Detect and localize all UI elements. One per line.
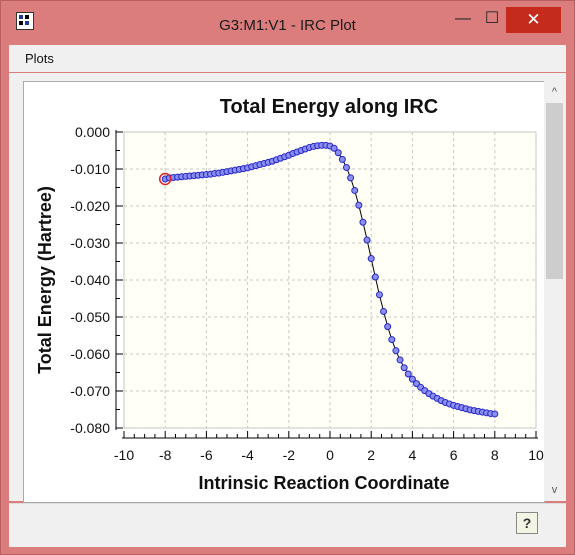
maximize-button[interactable]: ☐ [484,10,500,27]
window-title: G3:M1:V1 - IRC Plot [219,17,356,34]
irc-chart: Total Energy along IRC -10 -8 -6 -4 -2 0 2 4 6 8 1… [35,96,544,493]
y-tick-label: -0.010 [70,161,110,177]
vertical-scrollbar[interactable]: ^ v [544,81,565,501]
y-tick-label: -0.050 [70,309,110,325]
data-points [158,141,499,418]
chart-title: Total Energy along IRC [220,96,439,118]
close-button[interactable]: ✕ [506,7,561,33]
data-point [342,164,350,172]
y-tick-label: 0.000 [75,124,110,140]
y-tick-label: -0.080 [70,420,110,436]
app-icon[interactable] [16,12,34,30]
x-tick-label: -2 [283,447,296,463]
highlighted-point [158,172,172,186]
scroll-thumb[interactable] [546,103,563,279]
data-point [363,236,371,244]
y-tick-label: -0.070 [70,383,110,399]
data-point [338,155,346,163]
x-tick-label: 6 [450,447,458,463]
x-tick-label: -8 [159,447,172,463]
x-tick-label: 10 [528,447,544,463]
data-point [388,336,396,344]
x-tick-label: 2 [367,447,375,463]
data-point [351,186,359,194]
data-point [384,323,392,331]
plot-area[interactable]: Total Energy along IRC -10 -8 -6 -4 -2 0 2 4 6 8 1… [23,81,545,503]
data-point [359,218,367,226]
status-bar: ? [9,503,566,547]
x-tick-label: -4 [241,447,254,463]
data-point [367,255,375,263]
y-tick-label: -0.020 [70,198,110,214]
scroll-down-button[interactable]: v [551,484,558,496]
data-point [375,291,383,299]
data-point [380,307,388,315]
x-axis-label: Intrinsic Reaction Coordinate [198,473,449,493]
title-bar[interactable]: G3:M1:V1 - IRC Plot — ☐ ✕ [1,1,574,41]
data-point [392,347,400,355]
data-point [408,375,416,383]
data-point [371,273,379,281]
tick-labels: -10 -8 -6 -4 -2 0 2 4 6 8 10 0.000 -0.010 -0.020 -0.03… [70,124,544,463]
x-tick-label: 0 [326,447,334,463]
x-tick-label: -10 [114,447,134,463]
y-tick-label: -0.030 [70,235,110,251]
scroll-up-button[interactable]: ^ [551,86,558,98]
data-point [355,201,363,209]
y-axis-label: Total Energy (Hartree) [35,186,55,374]
data-point [396,356,404,364]
y-tick-label: -0.040 [70,272,110,288]
data-point [400,364,408,372]
minimize-button[interactable]: — [455,10,471,27]
help-button[interactable]: ? [516,512,538,534]
data-point [334,149,342,157]
data-point [404,370,412,378]
y-tick-label: -0.060 [70,346,110,362]
data-point [491,410,499,418]
data-point [330,144,338,152]
client-area: Total Energy along IRC -10 -8 -6 -4 -2 0 2 4 6 8 1… [9,73,566,503]
menu-item-plots[interactable]: Plots [25,51,54,66]
menu-bar: Plots [9,45,566,72]
x-tick-label: 8 [491,447,499,463]
data-point [347,174,355,182]
axes [115,130,538,439]
x-tick-label: -6 [200,447,213,463]
x-tick-label: 4 [409,447,417,463]
